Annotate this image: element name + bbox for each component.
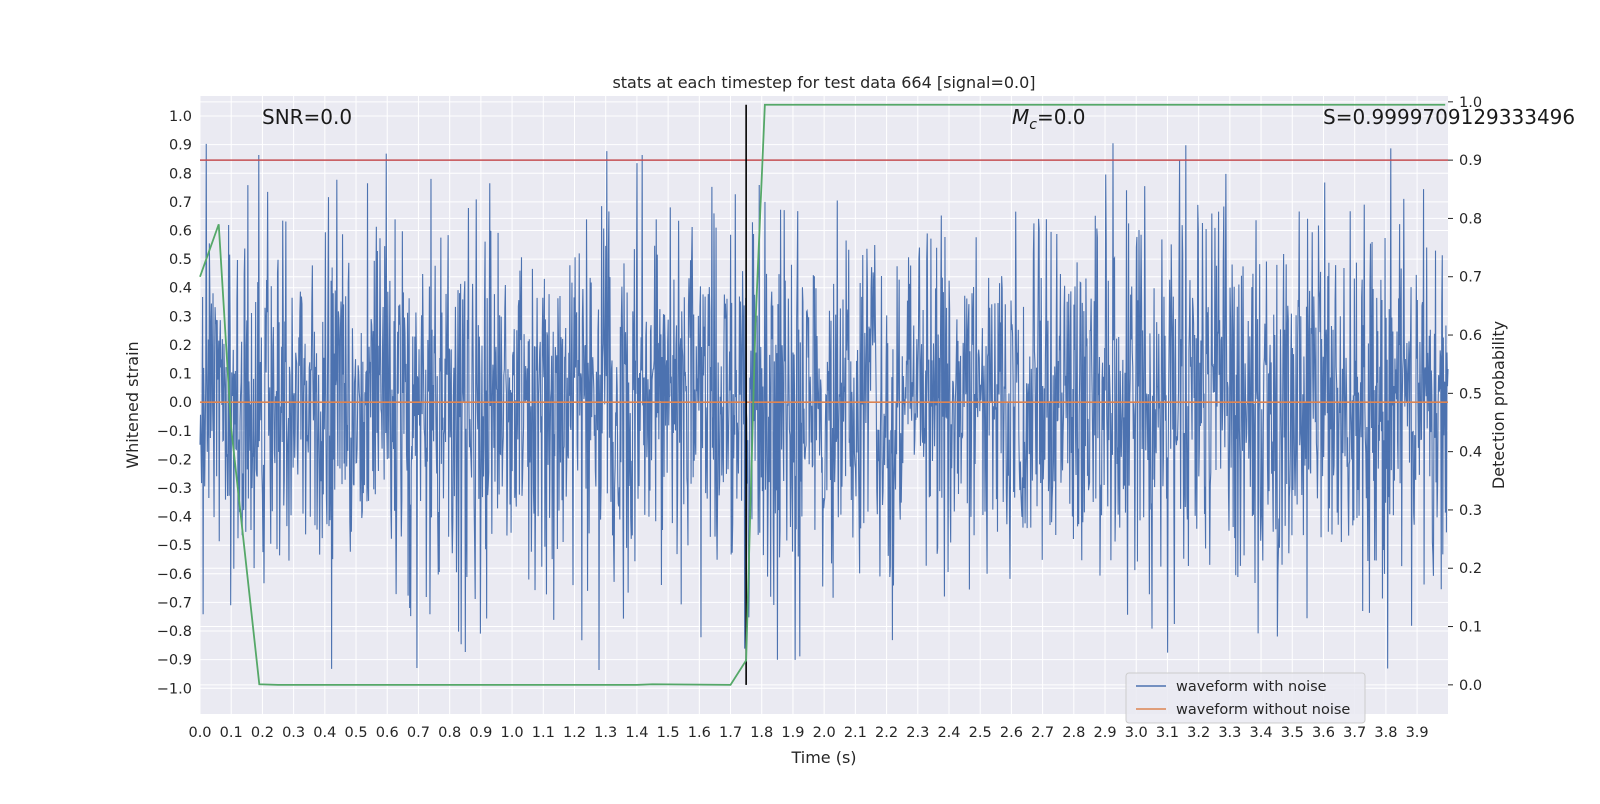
legend-label-noise: waveform with noise xyxy=(1176,679,1327,695)
x-tick-label: 2.7 xyxy=(1031,725,1054,741)
x-tick-label: 1.2 xyxy=(563,725,586,741)
x-tick-label: 0.3 xyxy=(282,725,305,741)
x-tick-label: 0.2 xyxy=(251,725,274,741)
y-tick-label-left: 0.0 xyxy=(169,395,192,411)
x-tick-label: 3.5 xyxy=(1281,725,1304,741)
y-tick-label-left: 0.9 xyxy=(169,138,192,154)
x-tick-label: 0.1 xyxy=(220,725,243,741)
y-tick-label-left: 0.7 xyxy=(169,195,192,211)
x-tick-label: 3.0 xyxy=(1125,725,1148,741)
x-tick-label: 2.9 xyxy=(1093,725,1116,741)
y-tick-label-right: 0.7 xyxy=(1459,270,1482,286)
noise-series xyxy=(199,143,1449,671)
x-tick-label: 0.5 xyxy=(345,725,368,741)
x-tick-label: 2.4 xyxy=(937,725,960,741)
y-tick-label-left: 0.4 xyxy=(169,281,192,297)
y-tick-label-right: 0.8 xyxy=(1459,211,1482,227)
series-line-waveform-with-noise xyxy=(199,143,1449,671)
chirp-mass-value: =0.0 xyxy=(1037,105,1086,129)
y-tick-label-left: 0.6 xyxy=(169,223,192,239)
y-tick-label-right: 0.3 xyxy=(1459,503,1482,519)
x-tick-label: 2.0 xyxy=(813,725,836,741)
y-tick-label-left: −0.6 xyxy=(157,567,192,583)
y-tick-label-right: 0.5 xyxy=(1459,386,1482,402)
x-tick-label: 3.9 xyxy=(1406,725,1429,741)
s-annotation: S=0.9999709129333496 xyxy=(1323,105,1575,129)
y-tick-label-left: 0.8 xyxy=(169,166,192,182)
x-tick-label: 3.1 xyxy=(1156,725,1179,741)
legend: waveform with noise waveform without noi… xyxy=(1125,672,1366,724)
chirp-mass-symbol: M xyxy=(1012,105,1029,129)
x-tick-label: 1.0 xyxy=(501,725,524,741)
x-tick-label: 2.3 xyxy=(906,725,929,741)
x-tick-label: 2.6 xyxy=(1000,725,1023,741)
x-tick-label: 3.8 xyxy=(1374,725,1397,741)
x-tick-label: 1.9 xyxy=(781,725,804,741)
y-tick-label-right: 0.0 xyxy=(1459,678,1482,694)
y-tick-label-left: −0.1 xyxy=(157,424,192,440)
x-tick-label: 3.6 xyxy=(1312,725,1335,741)
y-tick-label-left: 0.1 xyxy=(169,367,192,383)
x-tick-label: 1.7 xyxy=(719,725,742,741)
y-axis-label-left: Whitened strain xyxy=(123,341,142,468)
y-tick-label-left: 0.3 xyxy=(169,309,192,325)
x-tick-label: 0.7 xyxy=(407,725,430,741)
x-tick-label: 1.6 xyxy=(688,725,711,741)
y-axis-label-right: Detection probability xyxy=(1489,321,1508,489)
lines-layer xyxy=(199,103,1448,686)
series-line-detection-probability xyxy=(199,103,1446,686)
x-tick-label: 0.6 xyxy=(376,725,399,741)
x-tick-label: 0.4 xyxy=(313,725,336,741)
x-tick-label: 2.2 xyxy=(875,725,898,741)
x-tick-label: 2.8 xyxy=(1062,725,1085,741)
x-tick-label: 2.5 xyxy=(969,725,992,741)
snr-annotation: SNR=0.0 xyxy=(262,105,352,129)
x-tick-label: 1.1 xyxy=(532,725,555,741)
y-tick-label-left: −0.7 xyxy=(157,595,192,611)
y-tick-label-right: 0.1 xyxy=(1459,620,1482,636)
x-tick-label: 2.1 xyxy=(844,725,867,741)
y-tick-label-left: 0.5 xyxy=(169,252,192,268)
y-tick-label-left: 1.0 xyxy=(169,109,192,125)
grid-layer xyxy=(199,96,1448,714)
chart-title: stats at each timestep for test data 664… xyxy=(612,73,1035,92)
y-tick-label-right: 0.9 xyxy=(1459,153,1482,169)
x-tick-label: 3.4 xyxy=(1250,725,1273,741)
x-tick-label: 0.8 xyxy=(438,725,461,741)
y-tick-label-right: 0.4 xyxy=(1459,445,1482,461)
y-tick-label-left: 0.2 xyxy=(169,338,192,354)
y-tick-label-left: −0.3 xyxy=(157,481,192,497)
tick-layer: 0.0 0.1 0.2 0.3 0.4 0.5 0.6 0.7 0.8 0.9 1.0 1.1 1.2 1… xyxy=(157,95,1482,741)
chirp-mass-annotation: Mc=0.0 xyxy=(1012,105,1086,133)
x-axis-label: Time (s) xyxy=(790,748,856,767)
y-tick-label-left: −0.5 xyxy=(157,538,192,554)
x-tick-label: 1.4 xyxy=(625,725,648,741)
chirp-mass-subscript: c xyxy=(1029,117,1037,133)
x-tick-label: 1.8 xyxy=(750,725,773,741)
y-tick-label-left: −0.9 xyxy=(157,653,192,669)
y-tick-label-left: −1.0 xyxy=(157,681,192,697)
x-tick-label: 3.2 xyxy=(1187,725,1210,741)
x-tick-label: 0.9 xyxy=(469,725,492,741)
legend-box xyxy=(1125,672,1366,724)
y-tick-label-left: −0.2 xyxy=(157,452,192,468)
legend-label-clean: waveform without noise xyxy=(1176,702,1350,718)
y-tick-label-left: −0.4 xyxy=(157,510,192,526)
y-tick-label-right: 0.2 xyxy=(1459,561,1482,577)
x-tick-label: 3.7 xyxy=(1343,725,1366,741)
x-tick-label: 1.5 xyxy=(657,725,680,741)
y-tick-label-left: −0.8 xyxy=(157,624,192,640)
x-tick-label: 1.3 xyxy=(594,725,617,741)
y-tick-label-right: 0.6 xyxy=(1459,328,1482,344)
x-tick-label: 0.0 xyxy=(188,725,211,741)
x-tick-label: 3.3 xyxy=(1218,725,1241,741)
y-tick-label-right: 1.0 xyxy=(1459,95,1482,111)
